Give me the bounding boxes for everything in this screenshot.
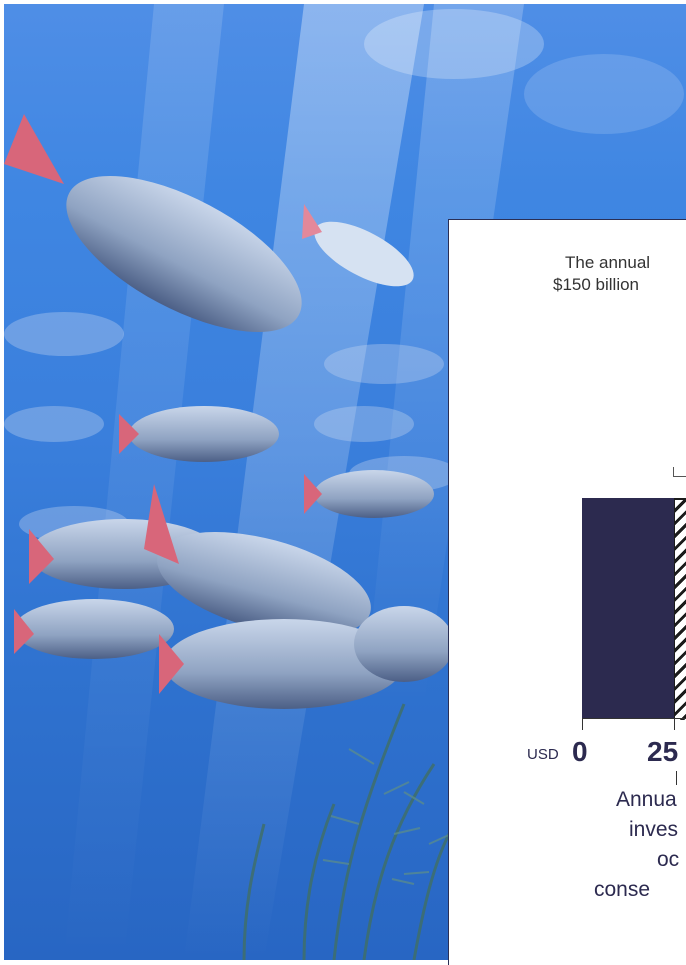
annotation-caption: Annua inves oc conse — [587, 785, 686, 905]
fish-1 — [4, 114, 302, 332]
caption-line-2: inves — [629, 818, 679, 841]
x-tick-0 — [582, 718, 583, 730]
x-axis-line — [582, 718, 686, 719]
intro-line-1: The annual — [565, 253, 651, 272]
fish-school-illustration — [4, 4, 684, 960]
error-bar-cap — [673, 467, 686, 477]
caption-line-3: oc — [657, 848, 680, 871]
caption-line-1: Annua — [616, 788, 677, 811]
tick-label-25: 25 — [647, 736, 679, 767]
caption-line-4: conse — [594, 878, 651, 901]
x-tick-25 — [674, 718, 675, 730]
chart-panel: The annual $150 billion USD 0 25 Annua i… — [448, 219, 686, 965]
bar-current-investment — [582, 498, 674, 718]
tick-label-0: 0 — [572, 736, 588, 767]
currency-label: USD — [527, 746, 559, 763]
bar-hatched-gap — [674, 498, 686, 720]
intro-text: The annual $150 billion — [553, 252, 686, 296]
intro-line-2: $150 billion — [553, 275, 640, 294]
annotation-leader-line — [676, 771, 677, 785]
